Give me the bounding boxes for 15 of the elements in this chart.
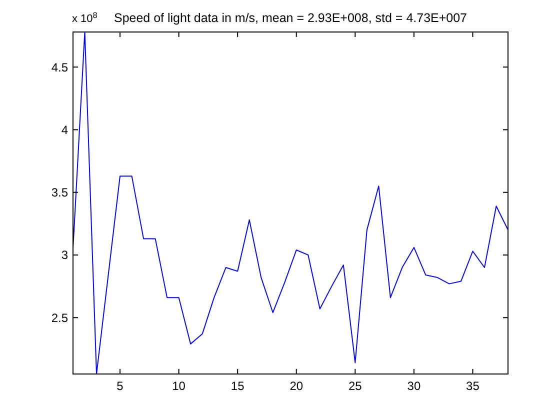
chart-title: Speed of light data in m/s, mean = 2.93E+008, std = 4.73E+007: [114, 11, 468, 25]
x-tick-label: 15: [230, 379, 245, 393]
y-tick-label: 3.5: [51, 186, 68, 200]
line-series: [73, 32, 508, 374]
x-tick-label: 5: [116, 379, 124, 393]
text: x 10$^{8}$: [72, 10, 98, 25]
x-tick-label: 35: [466, 379, 480, 393]
y-tick-label: 3: [61, 248, 68, 262]
x-tick-label: 30: [407, 379, 421, 393]
x-tick-label: 20: [290, 379, 304, 393]
x-tick-label: 10: [172, 379, 186, 393]
y-tick-label: 2.5: [51, 310, 68, 325]
x-tick-label: 25: [348, 379, 362, 393]
y-tick-label: 4.5: [51, 60, 68, 74]
y-tick-label: 4: [61, 122, 68, 137]
